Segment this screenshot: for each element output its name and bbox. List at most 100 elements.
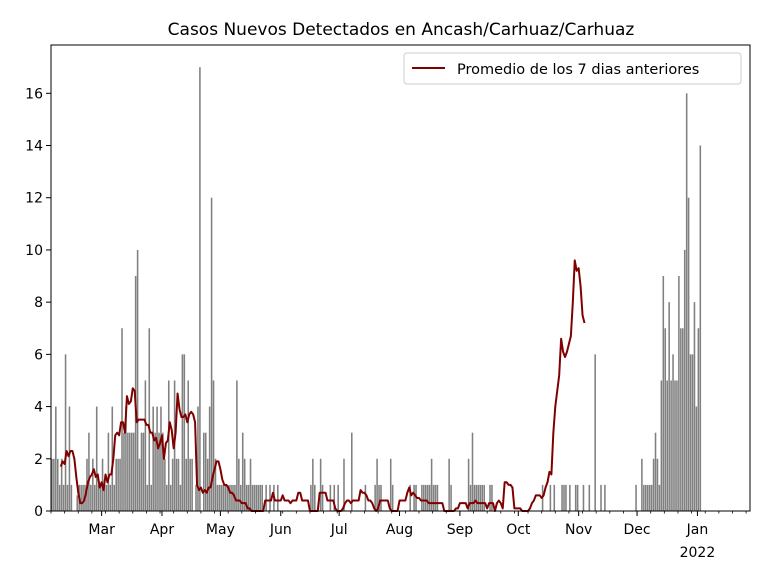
x-axis-ticks: Mar Apr May Jun Jul Aug Sep Oct Nov Dec Jan 2022 — [50, 511, 747, 561]
daily-case-bar — [670, 380, 672, 511]
daily-case-bar — [481, 484, 484, 511]
daily-case-bar — [436, 484, 439, 511]
daily-case-bar — [240, 484, 242, 511]
daily-case-bar — [203, 432, 205, 511]
daily-case-bar — [93, 484, 96, 511]
chart-title: Casos Nuevos Detectados en Ancash/Carhua… — [168, 20, 635, 40]
daily-case-bar — [351, 432, 353, 511]
daily-case-bar — [183, 354, 186, 511]
daily-case-bar — [253, 484, 256, 511]
y-tick-label: 12 — [25, 191, 43, 207]
x-tick-label: Jan — [686, 522, 709, 538]
daily-case-bar — [600, 484, 602, 511]
daily-case-bar — [113, 484, 116, 511]
daily-case-bar — [218, 484, 221, 511]
daily-case-bar — [251, 484, 254, 511]
daily-case-bar — [574, 484, 577, 511]
daily-case-bar — [475, 484, 478, 511]
daily-case-bar — [333, 484, 336, 511]
daily-case-bar — [588, 484, 591, 511]
daily-case-bar — [115, 458, 117, 511]
daily-case-bar — [187, 380, 190, 511]
daily-case-bar — [88, 432, 90, 511]
daily-case-bar — [53, 458, 55, 511]
daily-case-bar — [236, 380, 238, 511]
daily-case-bar — [428, 484, 431, 511]
daily-case-bar — [249, 458, 252, 511]
daily-case-bar — [269, 484, 271, 511]
daily-case-bar — [687, 197, 690, 511]
daily-case-bar — [206, 458, 209, 511]
daily-case-bar — [693, 302, 696, 511]
daily-case-bar — [66, 484, 69, 511]
y-tick-label: 6 — [34, 347, 43, 363]
daily-case-bar — [154, 432, 156, 511]
daily-case-bar — [576, 484, 579, 511]
daily-case-bar — [255, 484, 258, 511]
daily-case-bar — [160, 406, 162, 511]
daily-case-bar — [491, 484, 493, 511]
daily-case-bar — [117, 458, 119, 511]
daily-case-bar — [197, 406, 199, 511]
daily-case-bar — [676, 380, 678, 511]
daily-case-bar — [222, 484, 225, 511]
daily-case-bar — [689, 354, 692, 511]
y-tick-label: 8 — [34, 295, 43, 311]
daily-case-bar — [374, 484, 376, 511]
daily-case-bar — [226, 484, 228, 511]
daily-case-bar — [469, 484, 472, 511]
legend-box — [403, 52, 742, 85]
daily-case-bar — [70, 484, 73, 511]
daily-case-bar — [142, 432, 145, 511]
daily-case-bar — [257, 484, 260, 511]
daily-case-bar — [697, 328, 700, 511]
daily-case-bar — [424, 484, 427, 511]
x-tick-label: Apr — [150, 522, 174, 538]
daily-case-bar — [682, 328, 684, 511]
daily-case-bar — [80, 484, 82, 511]
daily-case-bar — [62, 484, 65, 511]
daily-case-bar — [162, 432, 164, 511]
daily-case-bar — [434, 484, 437, 511]
daily-case-bar — [337, 484, 339, 511]
daily-case-bar — [376, 458, 378, 511]
x-tick-label: Nov — [565, 522, 592, 538]
daily-case-bar — [695, 406, 698, 511]
daily-case-bar — [666, 380, 668, 511]
daily-case-bar — [582, 484, 585, 511]
bar-series — [51, 67, 702, 512]
daily-case-bar — [641, 458, 643, 511]
daily-case-bar — [228, 484, 230, 511]
x-tick-label: May — [206, 522, 235, 538]
daily-case-bar — [95, 406, 98, 511]
legend: Promedio de los 7 dias anteriores — [403, 52, 742, 85]
daily-case-bar — [448, 458, 450, 511]
daily-case-bar — [329, 484, 332, 511]
daily-case-bar — [212, 380, 215, 511]
x-tick-year-label: 2022 — [680, 545, 716, 561]
daily-case-bar — [643, 484, 645, 511]
daily-case-bar — [148, 328, 151, 511]
y-tick-label: 0 — [34, 504, 43, 520]
daily-case-bar — [343, 458, 345, 511]
daily-case-bar — [64, 354, 67, 511]
daily-case-bar — [175, 458, 178, 511]
daily-case-bar — [56, 458, 59, 511]
daily-case-bar — [658, 484, 661, 511]
daily-case-bar — [699, 145, 702, 511]
daily-case-bar — [146, 484, 149, 511]
daily-case-bar — [604, 484, 606, 511]
daily-case-bar — [123, 432, 125, 511]
moving-average-line — [59, 259, 586, 512]
daily-case-bar — [105, 484, 108, 511]
daily-case-bar — [409, 484, 411, 511]
daily-case-bar — [650, 484, 653, 511]
daily-case-bar — [230, 484, 232, 511]
daily-case-bar — [646, 484, 649, 511]
daily-case-bar — [158, 432, 160, 511]
daily-case-bar — [243, 458, 246, 511]
daily-case-bar — [483, 484, 485, 511]
daily-case-bar — [189, 458, 191, 511]
daily-case-bar — [109, 484, 112, 511]
